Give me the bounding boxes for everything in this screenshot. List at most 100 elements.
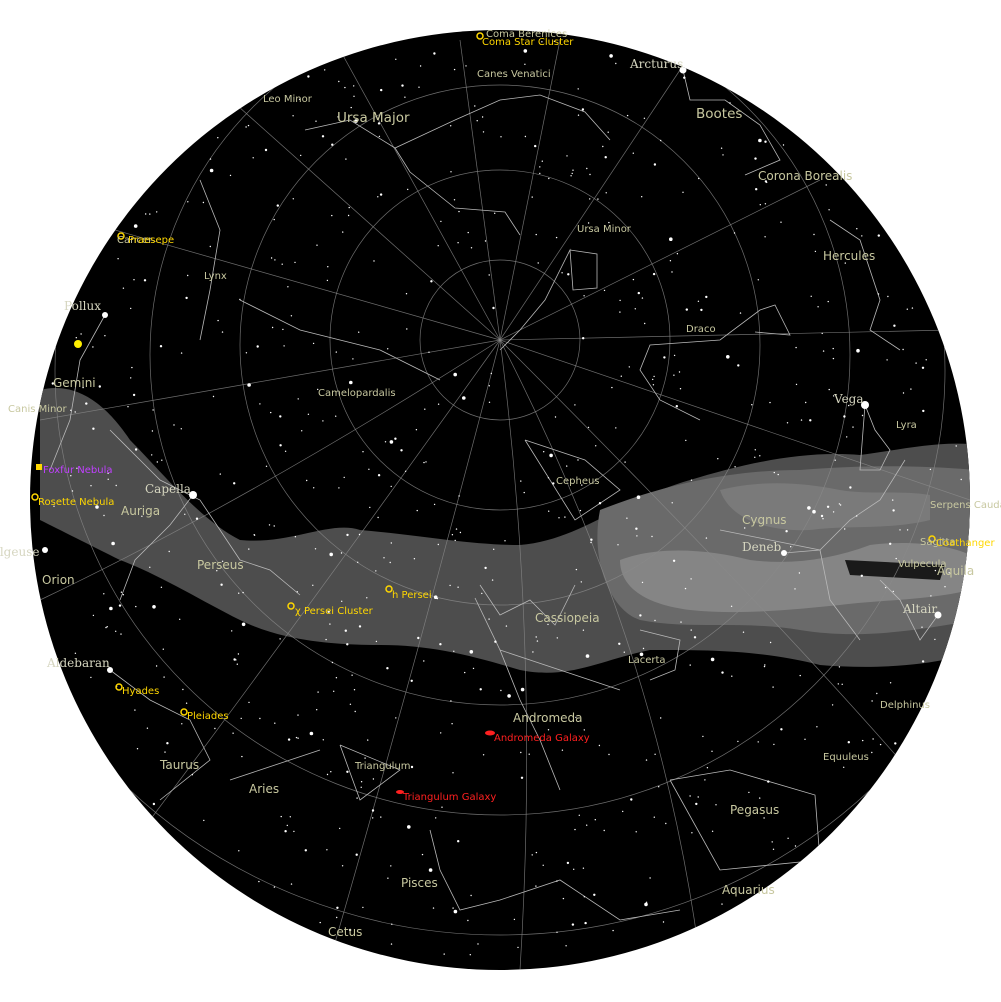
faint-star [955, 445, 957, 447]
faint-star [532, 651, 534, 653]
faint-star [443, 953, 445, 955]
faint-star [567, 273, 570, 276]
taurus-lines [109, 669, 211, 801]
triangulum-lines [339, 744, 401, 801]
faint-star [326, 849, 328, 851]
faint-star [375, 640, 378, 643]
faint-star [887, 295, 889, 298]
star-aldebaran[interactable] [107, 667, 113, 673]
faint-star [145, 213, 147, 215]
label-h-persei: h Persei [392, 590, 432, 601]
faint-star [825, 184, 827, 186]
faint-star [342, 231, 344, 233]
faint-star [635, 831, 637, 833]
aries-lines [229, 749, 321, 781]
faint-star [161, 459, 163, 461]
star-deneb[interactable] [781, 550, 787, 556]
faint-star [844, 262, 846, 264]
foxfur-nebula-marker[interactable] [36, 464, 42, 470]
rosette-nebula-marker[interactable] [31, 493, 39, 501]
praesepe-marker[interactable] [117, 232, 125, 240]
faint-star [565, 945, 567, 947]
planet-marker[interactable] [74, 340, 82, 348]
faint-star [304, 849, 307, 852]
faint-star [607, 131, 609, 133]
star-pollux[interactable] [102, 312, 108, 318]
faint-star [894, 742, 897, 745]
faint-star [168, 550, 170, 553]
coathanger-marker[interactable] [928, 535, 936, 543]
faint-star [652, 272, 656, 276]
faint-star [787, 837, 789, 839]
faint-star [595, 445, 597, 447]
faint-star [344, 86, 346, 89]
faint-star [380, 816, 382, 818]
star-capella[interactable] [189, 491, 197, 499]
faint-star [794, 845, 797, 847]
faint-star [856, 348, 860, 353]
h-persei-marker[interactable] [385, 585, 393, 593]
faint-star [338, 487, 340, 489]
faint-star [355, 853, 358, 856]
faint-star [849, 486, 852, 489]
faint-star [536, 640, 539, 642]
faint-star [841, 683, 843, 685]
ursa-minor-lines [499, 248, 598, 351]
faint-star [238, 850, 240, 852]
faint-star [490, 372, 492, 375]
faint-star [598, 502, 602, 505]
faint-star [566, 861, 570, 865]
faint-star [682, 191, 684, 193]
label-pegasus: Pegasus [730, 803, 779, 817]
faint-star [349, 380, 353, 385]
faint-star [252, 157, 254, 159]
faint-star [795, 383, 798, 386]
faint-star [134, 709, 136, 711]
faint-star [700, 308, 703, 312]
hyades-marker[interactable] [115, 683, 123, 691]
label-aldebaran: Aldebaran [46, 656, 110, 670]
star-betelgeuse[interactable] [42, 547, 48, 553]
faint-star [763, 817, 765, 819]
chi-persei-marker[interactable] [287, 602, 295, 610]
faint-star [453, 199, 456, 201]
faint-star [558, 517, 560, 519]
faint-star [364, 757, 366, 759]
andromeda-galaxy-marker[interactable] [485, 730, 495, 736]
star-arcturus[interactable] [679, 66, 687, 74]
faint-star [575, 716, 577, 719]
star-altair[interactable] [934, 611, 942, 619]
faint-star [256, 345, 259, 348]
faint-star [711, 750, 713, 752]
faint-star [705, 537, 708, 539]
faint-star [654, 753, 656, 755]
faint-star [120, 633, 122, 635]
faint-star [860, 574, 863, 577]
faint-star [156, 211, 158, 213]
star-vega[interactable] [861, 401, 869, 409]
faint-star [312, 342, 315, 345]
label-lacerta: Lacerta [628, 655, 666, 666]
faint-star [51, 382, 54, 385]
faint-star [307, 75, 310, 78]
coma-cluster-marker[interactable] [476, 32, 484, 40]
faint-star [237, 653, 240, 655]
faint-star [834, 459, 836, 461]
faint-star [922, 409, 925, 413]
faint-star [297, 737, 299, 739]
faint-star [152, 802, 156, 806]
faint-star [259, 403, 261, 405]
faint-star [542, 864, 544, 866]
faint-star [469, 954, 471, 956]
pleiades-marker[interactable] [180, 708, 188, 716]
faint-star [457, 586, 459, 588]
faint-star [482, 131, 485, 133]
triangulum-galaxy-marker[interactable] [396, 790, 404, 794]
faint-star [309, 731, 314, 736]
faint-star [387, 877, 389, 879]
faint-star [437, 403, 440, 405]
faint-star [653, 375, 655, 378]
faint-star [290, 315, 293, 317]
label-draco: Draco [686, 324, 716, 335]
